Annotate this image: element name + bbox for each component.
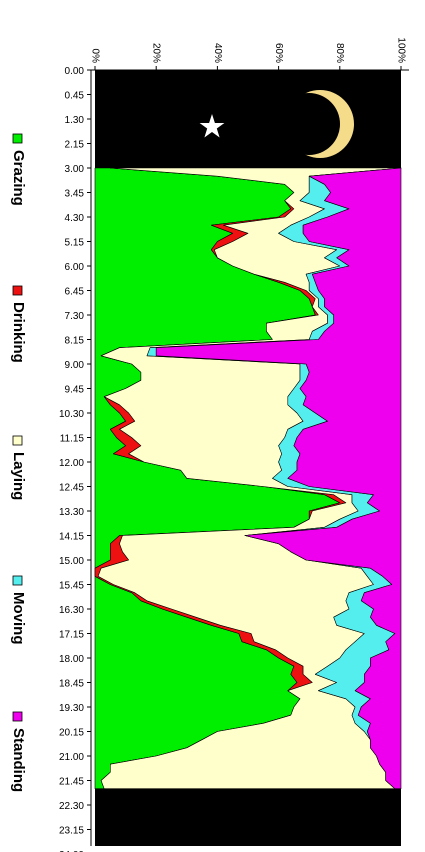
- time-axis: 0.00 0.45 1.30 2.15 3.00 3.45 4.30 5.15 6.00 6.45…: [59, 66, 91, 852]
- area-layer: [94, 167, 402, 789]
- time-tick-label: 20.15: [59, 728, 84, 739]
- night-band-2: [95, 788, 401, 846]
- time-tick-label: 3.45: [65, 189, 85, 200]
- legend-swatch: [12, 435, 23, 446]
- time-tick-label: 9.45: [65, 385, 85, 396]
- time-tick-label: 21.45: [59, 777, 84, 788]
- legend-label: Standing: [10, 728, 27, 792]
- time-tick-label: 0.45: [65, 91, 85, 102]
- time-tick-label: 19.30: [59, 703, 84, 714]
- star-icon: [199, 114, 225, 138]
- time-tick-label: 22.30: [59, 801, 84, 812]
- time-tick-label: 18.00: [59, 654, 84, 665]
- time-tick-label: 10.30: [59, 409, 84, 420]
- legend-swatch: [12, 575, 23, 586]
- time-tick-label: 8.15: [65, 336, 85, 347]
- time-tick-label: 5.15: [65, 238, 85, 249]
- time-tick-label: 4.30: [65, 213, 85, 224]
- time-tick-label: 1.30: [65, 115, 85, 126]
- time-tick-label: 14.15: [59, 532, 84, 543]
- percent-axis: 0% 20% 40% 60% 80% 100%: [89, 37, 406, 70]
- time-tick-label: 9.00: [65, 360, 85, 371]
- time-tick-label: 0.00: [65, 66, 85, 77]
- legend-swatch: [12, 133, 23, 144]
- night-band-1: [95, 70, 401, 177]
- legend-label: Laying: [10, 452, 27, 500]
- time-tick-label: 16.30: [59, 605, 84, 616]
- time-tick-label: 2.15: [65, 140, 85, 151]
- legend-item-standing: Standing: [10, 711, 27, 792]
- percent-tick-label: 60%: [273, 43, 284, 63]
- legend-item-drinking: Drinking: [10, 285, 27, 363]
- legend-label: Moving: [10, 592, 27, 645]
- time-tick-label: 15.00: [59, 556, 84, 567]
- time-tick-label: 12.45: [59, 483, 84, 494]
- legend-item-moving: Moving: [10, 575, 27, 645]
- time-tick-label: 21.00: [59, 752, 84, 763]
- time-tick-label: 17.15: [59, 630, 84, 641]
- time-tick-label: 3.00: [65, 164, 85, 175]
- percent-tick-label: 0%: [89, 49, 100, 64]
- time-tick-label: 13.30: [59, 507, 84, 518]
- legend-swatch: [12, 711, 23, 722]
- percent-tick-label: 100%: [395, 37, 406, 63]
- moon-icon: [278, 90, 354, 158]
- time-tick-label: 15.45: [59, 581, 84, 592]
- time-tick-label: 18.45: [59, 679, 84, 690]
- percent-tick-label: 20%: [151, 43, 162, 63]
- time-tick-label: 24.00: [59, 850, 84, 852]
- time-tick-label: 12.00: [59, 458, 84, 469]
- area-standing: [155, 167, 402, 789]
- time-tick-label: 6.45: [65, 287, 85, 298]
- legend-swatch: [12, 285, 23, 296]
- time-tick-label: 23.15: [59, 826, 84, 837]
- legend-item-laying: Laying: [10, 435, 27, 500]
- time-tick-label: 7.30: [65, 311, 85, 322]
- percent-tick-label: 80%: [334, 43, 345, 63]
- time-tick-label: 6.00: [65, 262, 85, 273]
- legend: Grazing Drinking Laying Moving Standing: [10, 133, 27, 792]
- legend-item-grazing: Grazing: [10, 133, 27, 206]
- percent-tick-label: 40%: [212, 43, 223, 63]
- time-tick-label: 11.15: [60, 434, 85, 445]
- legend-label: Grazing: [10, 150, 27, 206]
- legend-label: Drinking: [10, 302, 27, 363]
